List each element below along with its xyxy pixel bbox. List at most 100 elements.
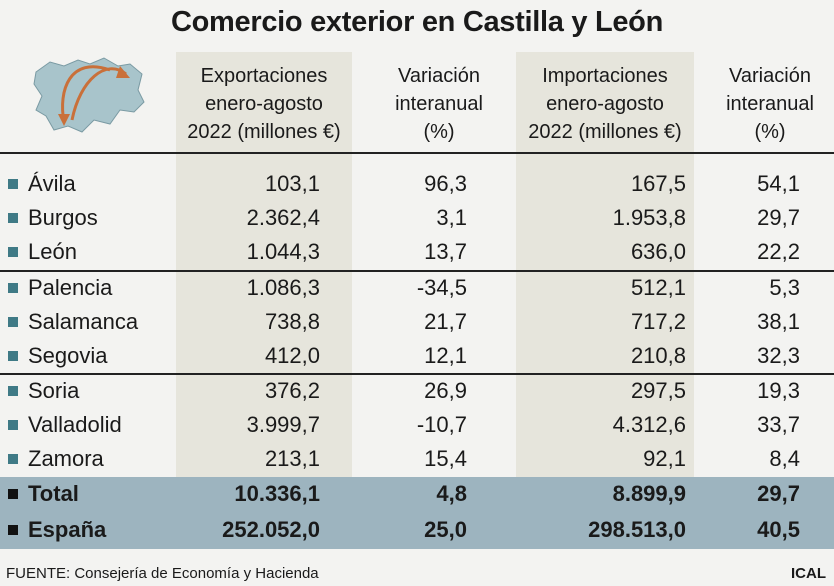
chart-title: Comercio exterior en Castilla y León: [170, 6, 664, 38]
totals-band: [0, 477, 834, 549]
arrow-head-down: [58, 114, 70, 126]
square-bullet-icon: [8, 386, 18, 396]
header-line: Importaciones: [542, 65, 668, 87]
imports-value: 636,0: [630, 239, 686, 264]
table-row: Zamora 213,1 15,4 92,1 8,4: [0, 442, 834, 476]
credit-label: ICAL: [791, 565, 826, 582]
row-label: Zamora: [28, 446, 104, 471]
square-bullet-icon: [8, 454, 18, 464]
exports-variation: 25,0: [424, 517, 467, 542]
group-divider: [0, 270, 834, 272]
exports-variation: -34,5: [416, 275, 467, 300]
exports-value: 252.052,0: [222, 517, 320, 542]
imports-variation: 8,4: [769, 446, 800, 471]
exports-variation: 13,7: [424, 239, 467, 264]
square-bullet-icon: [8, 351, 18, 361]
header-line: (%): [754, 121, 786, 143]
row-label: Total: [28, 481, 79, 506]
imports-variation: 32,3: [757, 343, 800, 368]
table-row: León 1.044,3 13,7 636,0 22,2: [0, 235, 834, 269]
exports-variation: 15,4: [424, 446, 467, 471]
exports-value: 1.086,3: [246, 275, 320, 300]
spain-row: España 252.052,0 25,0 298.513,0 40,5: [0, 513, 834, 547]
table-row: Palencia 1.086,3 -34,5 512,1 5,3: [0, 271, 834, 305]
header-line: enero-agosto: [546, 93, 664, 115]
exports-value: 10.336,1: [234, 481, 320, 506]
imports-variation: 29,7: [757, 481, 800, 506]
imports-variation: 38,1: [757, 309, 800, 334]
table-row: Ávila 103,1 96,3 167,5 54,1: [0, 167, 834, 201]
exports-value: 1.044,3: [246, 239, 320, 264]
square-bullet-icon: [8, 317, 18, 327]
header-exports: Exportaciones enero-agosto 2022 (millone…: [176, 62, 352, 146]
header-line: Variación: [398, 65, 480, 87]
row-label: Salamanca: [28, 309, 139, 334]
exports-value: 412,0: [264, 343, 320, 368]
square-bullet-icon: [8, 247, 18, 257]
row-label: Burgos: [28, 205, 98, 230]
arrow-head-up: [116, 66, 130, 78]
imports-value: 167,5: [630, 171, 686, 196]
exports-variation: 96,3: [424, 171, 467, 196]
row-label: España: [28, 517, 107, 542]
table-row: Segovia 412,0 12,1 210,8 32,3: [0, 339, 834, 373]
imports-variation: 19,3: [757, 378, 800, 403]
imports-value: 8.899,9: [612, 481, 686, 506]
header-imports: Importaciones enero-agosto 2022 (millone…: [516, 62, 694, 146]
total-row: Total 10.336,1 4,8 8.899,9 29,7: [0, 477, 834, 511]
exports-variation: 26,9: [424, 378, 467, 403]
imports-variation: 22,2: [757, 239, 800, 264]
imports-value: 4.312,6: [612, 412, 686, 437]
imports-value: 92,1: [643, 446, 686, 471]
table-row: Valladolid 3.999,7 -10,7 4.312,6 33,7: [0, 408, 834, 442]
imports-value: 298.513,0: [588, 517, 686, 542]
row-label: Segovia: [28, 343, 108, 368]
imports-variation: 33,7: [757, 412, 800, 437]
header-imports-variation: Variación interanual (%): [712, 62, 828, 146]
row-label: Palencia: [28, 275, 113, 300]
imports-value: 512,1: [630, 275, 686, 300]
square-bullet-icon: [8, 420, 18, 430]
exports-variation: -10,7: [416, 412, 467, 437]
row-label: Ávila: [28, 171, 76, 196]
exports-value: 213,1: [264, 446, 320, 471]
row-label: Valladolid: [28, 412, 122, 437]
imports-value: 717,2: [630, 309, 686, 334]
exports-value: 376,2: [264, 378, 320, 403]
imports-value: 210,8: [630, 343, 686, 368]
imports-variation: 40,5: [757, 517, 800, 542]
imports-value: 297,5: [630, 378, 686, 403]
exports-variation: 21,7: [424, 309, 467, 334]
row-label: Soria: [28, 378, 80, 403]
header-line: 2022 (millones €): [528, 121, 682, 143]
exports-value: 738,8: [264, 309, 320, 334]
table-row: Soria 376,2 26,9 297,5 19,3: [0, 374, 834, 408]
header-divider: [0, 152, 834, 154]
source-note: FUENTE: Consejería de Economía y Haciend…: [6, 565, 319, 582]
exports-value: 2.362,4: [246, 205, 320, 230]
header-line: Variación: [729, 65, 811, 87]
curved-arrow-down: [61, 65, 111, 123]
table-row: Burgos 2.362,4 3,1 1.953,8 29,7: [0, 201, 834, 235]
exports-column-shade: [176, 52, 352, 477]
table-row: Salamanca 738,8 21,7 717,2 38,1: [0, 305, 834, 339]
exports-variation: 4,8: [436, 481, 467, 506]
group-divider: [0, 373, 834, 375]
square-bullet-icon: [8, 179, 18, 189]
header-exports-variation: Variación interanual (%): [374, 62, 504, 146]
header-line: (%): [423, 121, 455, 143]
castilla-leon-map-icon: [33, 57, 145, 133]
header-line: 2022 (millones €): [187, 121, 341, 143]
square-bullet-icon: [8, 489, 18, 499]
square-bullet-icon: [8, 213, 18, 223]
imports-variation: 5,3: [769, 275, 800, 300]
exports-value: 3.999,7: [246, 412, 320, 437]
region-map-shape: [33, 57, 145, 133]
row-label: León: [28, 239, 77, 264]
header-line: interanual: [726, 93, 814, 115]
header-line: Exportaciones: [200, 65, 328, 87]
imports-variation: 54,1: [757, 171, 800, 196]
imports-variation: 29,7: [757, 205, 800, 230]
imports-value: 1.953,8: [612, 205, 686, 230]
header-line: enero-agosto: [205, 93, 323, 115]
